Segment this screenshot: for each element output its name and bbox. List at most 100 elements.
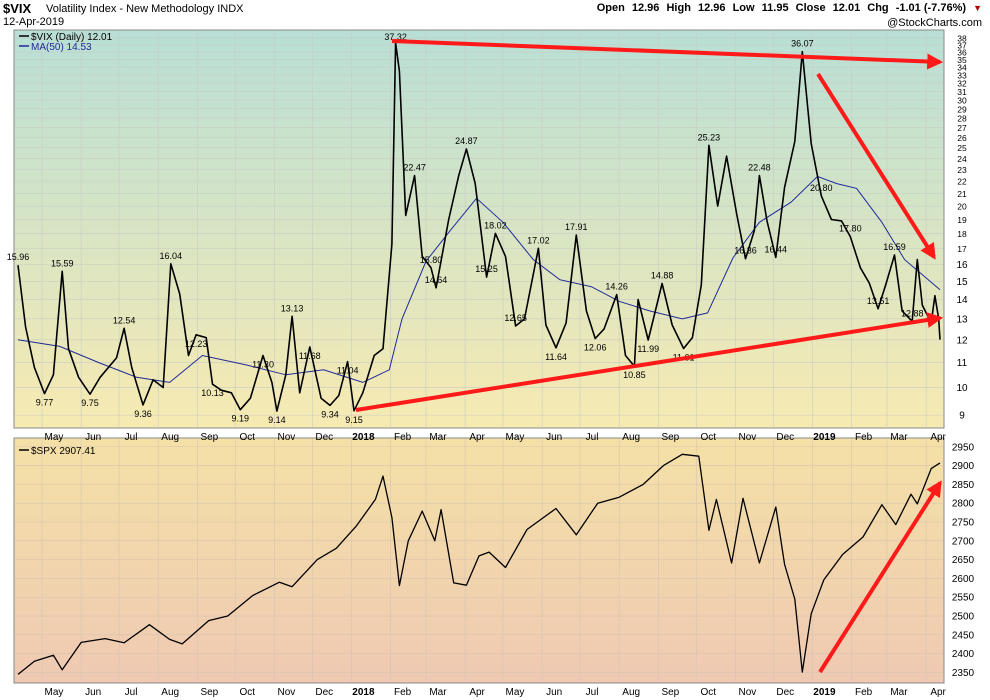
high-value: 12.96 xyxy=(697,2,726,14)
close-value: 12.01 xyxy=(832,2,861,14)
vix-data-label: 9.34 xyxy=(321,409,339,419)
down-triangle-icon: ▼ xyxy=(973,3,982,13)
spx-x-tick-label: Sep xyxy=(661,687,679,698)
vix-panel xyxy=(13,29,945,429)
vix-data-label: 36.07 xyxy=(791,39,814,49)
spx-x-tick-label: Mar xyxy=(429,687,447,698)
vix-x-tick-label: 2019 xyxy=(813,432,836,443)
vix-x-tick-label: Jul xyxy=(586,432,599,443)
vix-data-label: 13.13 xyxy=(281,303,304,313)
vix-data-label: 9.75 xyxy=(81,398,99,408)
vix-data-label: 9.19 xyxy=(232,414,250,424)
vix-data-label: 12.23 xyxy=(185,339,208,349)
vix-data-label: 13.51 xyxy=(867,296,890,306)
spx-x-tick-label: Aug xyxy=(161,687,179,698)
spx-y-tick-label: 2750 xyxy=(952,518,975,529)
vix-legend: $VIX (Daily) 12.01 MA(50) 14.53 xyxy=(19,32,113,53)
spx-x-tick-label: Oct xyxy=(239,687,255,698)
open-label: Open xyxy=(596,2,625,14)
change-value: -1.01 (-7.76%) xyxy=(895,2,967,14)
vix-y-tick-label: 19 xyxy=(957,215,967,225)
vix-x-tick-label: Mar xyxy=(429,432,447,443)
vix-x-tick-label: May xyxy=(45,432,64,443)
spx-y-tick-label: 2350 xyxy=(952,668,975,679)
vix-data-label: 17.80 xyxy=(839,224,862,234)
vix-data-label: 11.04 xyxy=(337,366,359,376)
vix-data-label: 11.64 xyxy=(545,352,567,362)
vix-data-label: 24.87 xyxy=(455,136,478,146)
spx-panel xyxy=(13,437,945,684)
vix-data-labels: 15.96 9.77 15.59 9.75 12.54 9.36 16.04 12.23 10.… xyxy=(7,32,924,425)
ma-legend-label: MA(50) 14.53 xyxy=(31,42,92,53)
vix-data-label: 22.47 xyxy=(403,163,426,173)
vix-y-tick-label: 20 xyxy=(957,202,967,212)
vix-y-tick-label: 26 xyxy=(957,133,967,143)
trend-arrows xyxy=(355,39,944,674)
spx-y-tick-label: 2600 xyxy=(952,574,975,585)
spx-x-tick-label: Feb xyxy=(394,687,412,698)
vix-x-tick-label: 2018 xyxy=(352,432,375,443)
vix-series xyxy=(17,41,941,412)
index-name: Volatility Index - New Methodology INDX xyxy=(46,3,244,15)
vix-x-tick-label: Apr xyxy=(930,432,946,443)
spx-x-tick-label: 2019 xyxy=(813,687,836,698)
vix-y-tick-label: 28 xyxy=(957,114,967,124)
spx-y-tick-label: 2650 xyxy=(952,555,975,566)
vix-x-tick-label: Feb xyxy=(855,432,873,443)
vix-data-label: 12.06 xyxy=(584,343,607,353)
vix-x-tick-label: Feb xyxy=(394,432,412,443)
vix-legend-label: $VIX (Daily) 12.01 xyxy=(31,32,113,43)
vix-data-label: 16.59 xyxy=(883,242,906,252)
vix-data-label: 16.04 xyxy=(160,251,183,261)
spx-x-tick-label: Nov xyxy=(277,687,295,698)
spx-x-tick-label: Aug xyxy=(622,687,640,698)
spx-x-tick-label: Oct xyxy=(700,687,716,698)
spx-x-tick-label: Jul xyxy=(125,687,138,698)
vix-data-label: 11.68 xyxy=(299,351,321,361)
vix-x-tick-label: Oct xyxy=(239,432,255,443)
vix-y-tick-label: 11 xyxy=(957,358,968,369)
vix-x-tick-label: Jun xyxy=(85,432,101,443)
vix-x-tick-label: Nov xyxy=(738,432,756,443)
spx-x-tick-label: Feb xyxy=(855,687,873,698)
spx-y-tick-label: 2950 xyxy=(952,442,975,453)
vix-data-label: 12.54 xyxy=(113,315,136,325)
symbol-title: $VIX xyxy=(3,1,32,16)
vix-data-label: 15.96 xyxy=(7,252,30,262)
change-label: Chg xyxy=(867,2,889,14)
vix-data-label: 16.44 xyxy=(765,244,788,254)
vix-y-tick-label: 9 xyxy=(959,411,965,422)
vix-data-label: 17.91 xyxy=(565,222,588,232)
spx-y-tick-label: 2400 xyxy=(952,649,975,660)
low-value: 11.95 xyxy=(761,2,789,14)
vix-gridlines xyxy=(15,31,943,427)
spx-y-tick-label: 2900 xyxy=(952,461,975,472)
spx-x-tick-label: Nov xyxy=(738,687,756,698)
spx-y-tick-label: 2550 xyxy=(952,593,975,604)
vix-y-tick-label: 38 xyxy=(957,34,967,44)
vix-y-tick-label: 24 xyxy=(957,154,967,164)
vix-x-tick-label: Oct xyxy=(700,432,716,443)
vix-data-label: 15.80 xyxy=(420,255,443,265)
vix-data-label: 12.88 xyxy=(901,308,924,318)
spx-x-tick-label: Apr xyxy=(930,687,946,698)
vix-y-tick-label: 18 xyxy=(957,229,967,239)
spx-line xyxy=(17,453,941,675)
spx-x-tick-label: Sep xyxy=(200,687,218,698)
chart-header: $VIX Volatility Index - New Methodology … xyxy=(0,0,990,30)
vix-data-label: 18.02 xyxy=(484,220,507,230)
vix-data-label: 15.25 xyxy=(475,264,498,274)
vix-data-label: 14.64 xyxy=(425,275,448,285)
vix-data-label: 9.15 xyxy=(345,415,363,425)
vix-data-label: 9.77 xyxy=(36,398,54,408)
vix-data-label: 11.30 xyxy=(252,360,274,370)
vix-y-tick-label: 35 xyxy=(957,55,967,65)
vix-y-tick-label: 15 xyxy=(956,277,968,288)
vix-data-label: 15.59 xyxy=(51,258,74,268)
vix-y-tick-label: 13 xyxy=(956,314,968,325)
vix-data-label: 16.36 xyxy=(734,246,757,256)
vix-data-label: 12.65 xyxy=(504,313,527,323)
spx-x-tick-label: Apr xyxy=(469,687,485,698)
quote-summary: Open 12.96 High 12.96 Low 11.95 Close 12… xyxy=(593,2,982,14)
vix-x-tick-label: May xyxy=(506,432,525,443)
